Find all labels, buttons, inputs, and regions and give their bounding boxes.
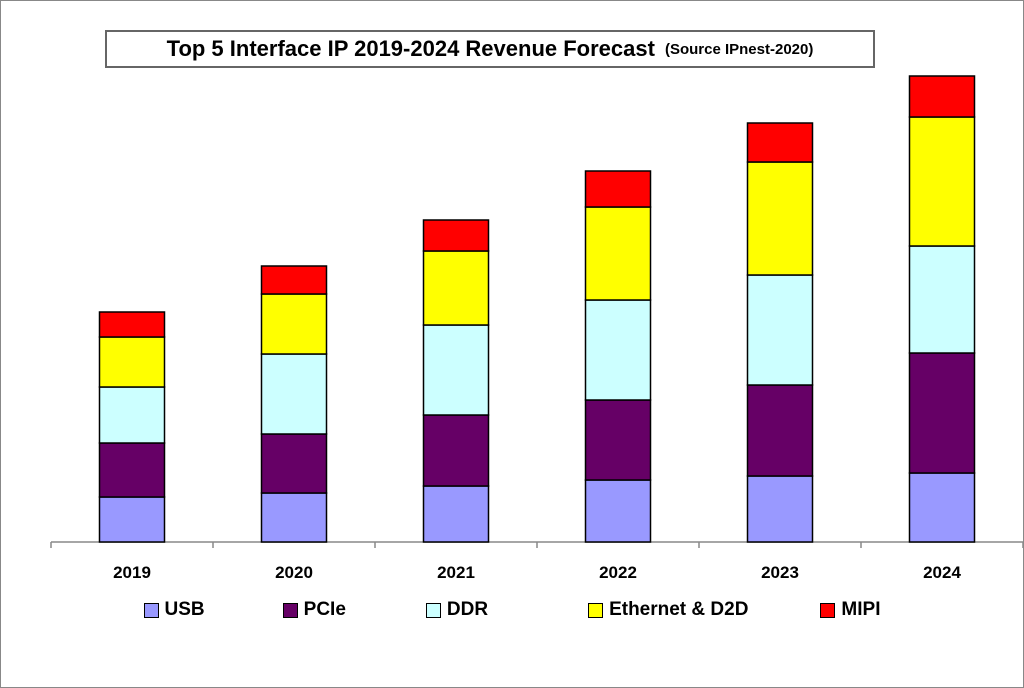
bar-segment-usb-2019 [98,496,166,543]
bar-segment-ethernet-d2d-2021 [422,250,490,326]
legend-item: PCIe [282,599,346,621]
legend-label: USB [164,599,205,620]
bar-segment-ddr-2023 [746,274,814,386]
bar-segment-ethernet-d2d-2019 [98,336,166,388]
bar-segment-usb-2022 [584,479,652,543]
x-tick-label: 2020 [275,563,313,582]
bar-segment-ddr-2020 [260,353,328,435]
bar-segment-mipi-2024 [908,75,976,118]
legend-swatch [143,602,159,618]
bar-segment-ddr-2024 [908,245,976,354]
bar-segment-mipi-2022 [584,170,652,208]
bar-segment-mipi-2023 [746,122,814,163]
legend: USB PCIe DDR Ethernet & D2D MIPI [0,599,1024,621]
bar-segment-usb-2020 [260,492,328,543]
bar-segment-ethernet-d2d-2020 [260,293,328,355]
chart-subtitle: (Source IPnest-2020) [664,40,814,58]
bar-segment-usb-2024 [908,472,976,543]
x-tick-label: 2019 [113,563,151,582]
legend-item: Ethernet & D2D [588,599,748,621]
bar-segment-ddr-2019 [98,386,166,444]
bar-segment-mipi-2021 [422,219,490,252]
bar-segment-pcie-2020 [260,433,328,494]
legend-label: DDR [446,599,489,620]
legend-swatch [820,602,836,618]
legend-swatch [282,602,298,618]
bar-segment-pcie-2022 [584,399,652,481]
legend-swatch [588,602,604,618]
legend-label: MIPI [841,599,881,620]
bar-segment-pcie-2024 [908,352,976,474]
bar-segment-pcie-2021 [422,414,490,487]
x-tick-label: 2023 [761,563,799,582]
bar-segment-ddr-2021 [422,324,490,416]
chart-title: Top 5 Interface IP 2019-2024 Revenue For… [166,36,655,61]
legend-item: MIPI [820,599,880,621]
bar-segment-ddr-2022 [584,299,652,401]
x-tick-label: 2021 [437,563,475,582]
x-tick-label: 2024 [923,563,961,582]
x-tick-label: 2022 [599,563,637,582]
bar-segment-pcie-2019 [98,442,166,498]
legend-item: DDR [425,599,489,621]
legend-label: PCIe [303,599,346,620]
bar-segment-usb-2021 [422,485,490,543]
legend-label: Ethernet & D2D [609,599,749,620]
legend-swatch [425,602,441,618]
legend-item: USB [143,599,205,621]
bar-segment-ethernet-d2d-2022 [584,206,652,301]
chart-title-box: Top 5 Interface IP 2019-2024 Revenue For… [105,30,875,68]
bar-segment-ethernet-d2d-2024 [908,116,976,247]
bar-segment-pcie-2023 [746,384,814,477]
bar-segment-mipi-2020 [260,265,328,295]
bar-segment-usb-2023 [746,475,814,543]
bar-segment-ethernet-d2d-2023 [746,161,814,276]
bar-segment-mipi-2019 [98,311,166,338]
